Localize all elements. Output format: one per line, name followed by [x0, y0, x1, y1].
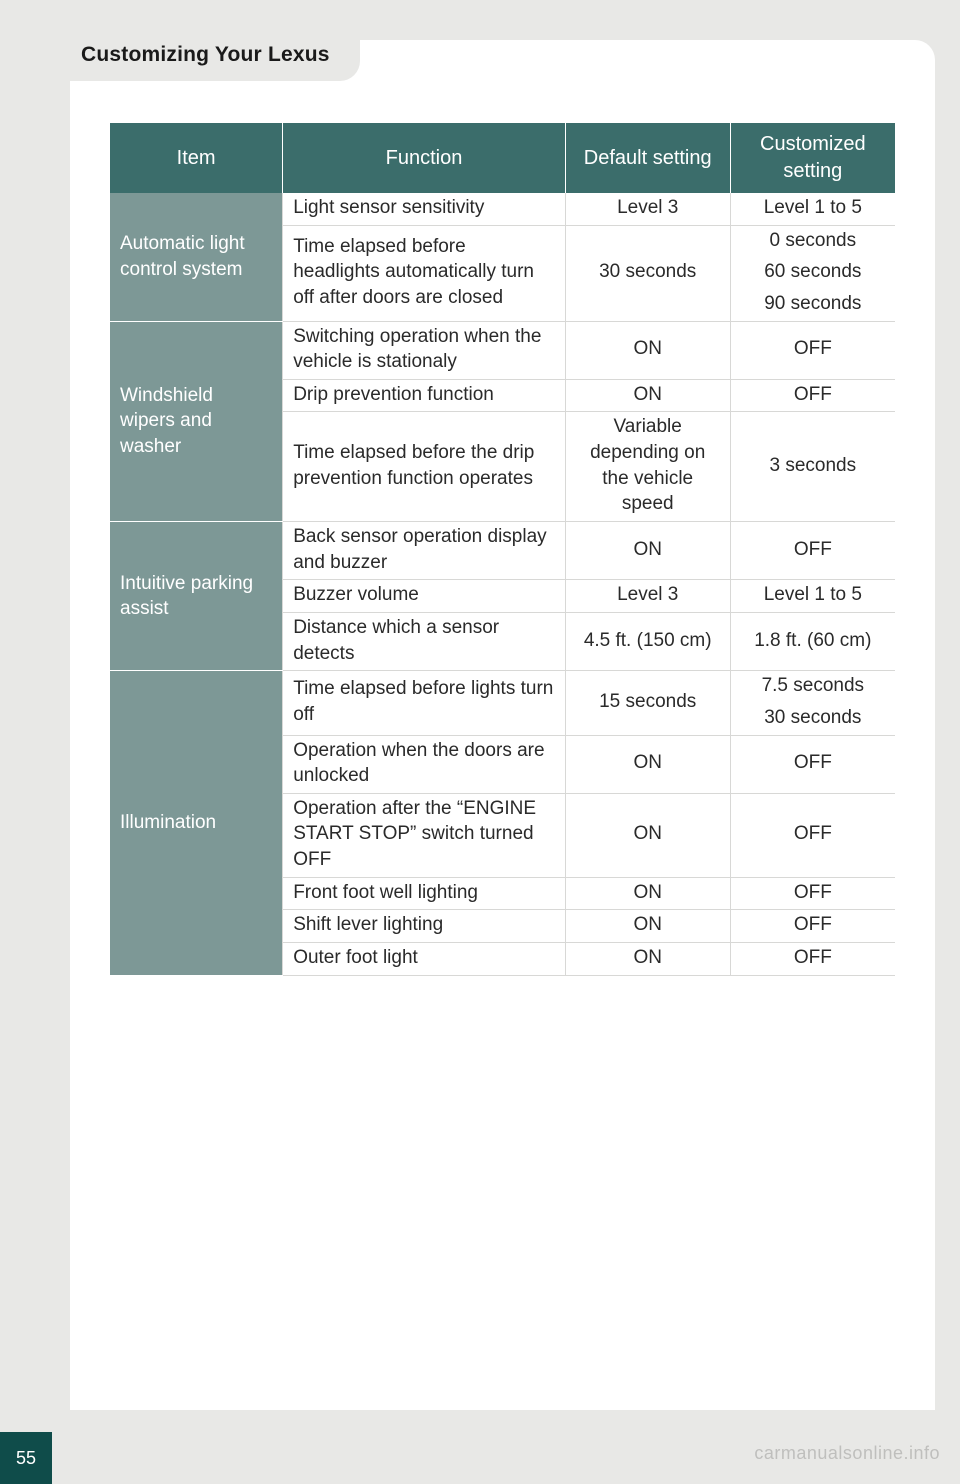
custom-cell: 7.5 seconds: [730, 671, 895, 703]
settings-table-wrap: Item Function Default setting Customized…: [110, 123, 895, 976]
th-default: Default setting: [565, 123, 730, 193]
default-cell: 15 seconds: [565, 671, 730, 735]
custom-cell: OFF: [730, 877, 895, 910]
custom-cell: OFF: [730, 735, 895, 793]
function-cell: Time elapsed before headlights automatic…: [283, 225, 566, 321]
default-cell: Variable depending on the vehicle speed: [565, 412, 730, 522]
default-cell: ON: [565, 735, 730, 793]
custom-cell: 60 seconds: [730, 257, 895, 289]
custom-cell: OFF: [730, 522, 895, 580]
default-cell: ON: [565, 379, 730, 412]
function-cell: Drip prevention function: [283, 379, 566, 412]
default-cell: ON: [565, 522, 730, 580]
default-cell: Level 3: [565, 580, 730, 613]
custom-cell: 90 seconds: [730, 289, 895, 321]
table-header-row: Item Function Default setting Customized…: [110, 123, 895, 193]
function-cell: Time elapsed before lights turn off: [283, 671, 566, 735]
default-cell: Level 3: [565, 193, 730, 225]
custom-cell: 30 seconds: [730, 703, 895, 735]
default-cell: ON: [565, 321, 730, 379]
function-cell: Operation when the doors are unlocked: [283, 735, 566, 793]
default-cell: ON: [565, 793, 730, 877]
function-cell: Operation after the “ENGINE START STOP” …: [283, 793, 566, 877]
table-body: Automatic light control systemLight sens…: [110, 193, 895, 975]
function-cell: Time elapsed before the drip prevention …: [283, 412, 566, 522]
custom-cell: OFF: [730, 943, 895, 976]
th-custom: Customized setting: [730, 123, 895, 193]
custom-cell: 1.8 ft. (60 cm): [730, 612, 895, 670]
page-number: 55: [0, 1432, 52, 1484]
custom-cell: OFF: [730, 910, 895, 943]
function-cell: Distance which a sensor detects: [283, 612, 566, 670]
function-cell: Light sensor sensitivity: [283, 193, 566, 225]
custom-cell: 0 seconds: [730, 225, 895, 257]
page-title: Customizing Your Lexus: [81, 39, 330, 67]
default-cell: ON: [565, 943, 730, 976]
content-card: Customizing Your Lexus Item Function Def…: [70, 40, 935, 1410]
item-cell: Illumination: [110, 671, 283, 975]
th-function: Function: [283, 123, 566, 193]
default-cell: 30 seconds: [565, 225, 730, 321]
default-cell: ON: [565, 910, 730, 943]
th-item: Item: [110, 123, 283, 193]
function-cell: Shift lever lighting: [283, 910, 566, 943]
function-cell: Outer foot light: [283, 943, 566, 976]
item-cell: Windshield wipers and washer: [110, 321, 283, 521]
item-cell: Automatic light control system: [110, 193, 283, 321]
function-cell: Switching operation when the vehicle is …: [283, 321, 566, 379]
custom-cell: 3 seconds: [730, 412, 895, 522]
default-cell: 4.5 ft. (150 cm): [565, 612, 730, 670]
section-tab: Customizing Your Lexus: [69, 39, 360, 81]
custom-cell: OFF: [730, 321, 895, 379]
function-cell: Front foot well lighting: [283, 877, 566, 910]
table-row: Automatic light control systemLight sens…: [110, 193, 895, 225]
default-cell: ON: [565, 877, 730, 910]
watermark: carmanualsonline.info: [754, 1443, 940, 1464]
item-cell: Intuitive parking assist: [110, 522, 283, 671]
table-row: Windshield wipers and washerSwitching op…: [110, 321, 895, 379]
table-row: IlluminationTime elapsed before lights t…: [110, 671, 895, 703]
custom-cell: OFF: [730, 379, 895, 412]
settings-table: Item Function Default setting Customized…: [110, 123, 895, 976]
table-row: Intuitive parking assistBack sensor oper…: [110, 522, 895, 580]
custom-cell: OFF: [730, 793, 895, 877]
custom-cell: Level 1 to 5: [730, 193, 895, 225]
function-cell: Back sensor operation display and buzzer: [283, 522, 566, 580]
function-cell: Buzzer volume: [283, 580, 566, 613]
custom-cell: Level 1 to 5: [730, 580, 895, 613]
